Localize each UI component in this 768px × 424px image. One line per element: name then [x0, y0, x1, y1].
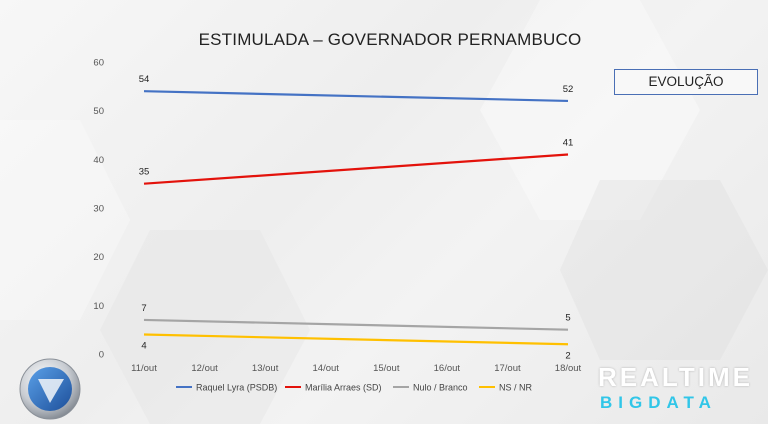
x-tick-label: 15/out	[373, 363, 400, 374]
legend-label: Raquel Lyra (PSDB)	[196, 383, 277, 393]
y-tick-label: 50	[93, 106, 104, 117]
y-tick-label: 10	[93, 301, 104, 312]
x-tick-label: 17/out	[494, 363, 521, 374]
series-line	[143, 318, 569, 331]
x-tick-label: 18/out	[555, 363, 582, 374]
data-label: 2	[565, 350, 570, 361]
y-tick-label: 20	[93, 252, 104, 263]
y-tick-label: 60	[93, 58, 104, 69]
chart-title: ESTIMULADA – GOVERNADOR PERNAMBUCO	[198, 30, 582, 49]
legend-label: Nulo / Branco	[413, 383, 468, 393]
x-tick-label: 12/out	[191, 363, 218, 374]
record-tv-logo-icon	[19, 358, 81, 420]
y-tick-label: 0	[99, 350, 104, 361]
series-line	[143, 153, 569, 185]
brand-realtime-text: REALTIME	[598, 362, 753, 392]
data-label: 54	[139, 74, 150, 85]
x-tick-label: 16/out	[434, 363, 461, 374]
data-label: 35	[139, 167, 150, 178]
legend-label: Marília Arraes (SD)	[305, 383, 382, 393]
series-line	[143, 90, 569, 103]
series-line	[143, 333, 569, 346]
x-tick-label: 14/out	[313, 363, 340, 374]
brand-bigdata-text: BIGDATA	[600, 393, 717, 412]
data-label: 4	[141, 341, 146, 352]
legend-label: NS / NR	[499, 383, 533, 393]
y-tick-label: 40	[93, 155, 104, 166]
data-label: 52	[563, 84, 574, 95]
y-tick-label: 30	[93, 204, 104, 215]
x-tick-label: 13/out	[252, 363, 279, 374]
x-tick-label: 11/out	[131, 363, 157, 374]
data-label: 41	[563, 137, 574, 148]
data-label: 5	[565, 313, 570, 324]
data-label: 7	[141, 303, 146, 314]
evolution-label-box: EVOLUÇÃO	[614, 69, 758, 95]
